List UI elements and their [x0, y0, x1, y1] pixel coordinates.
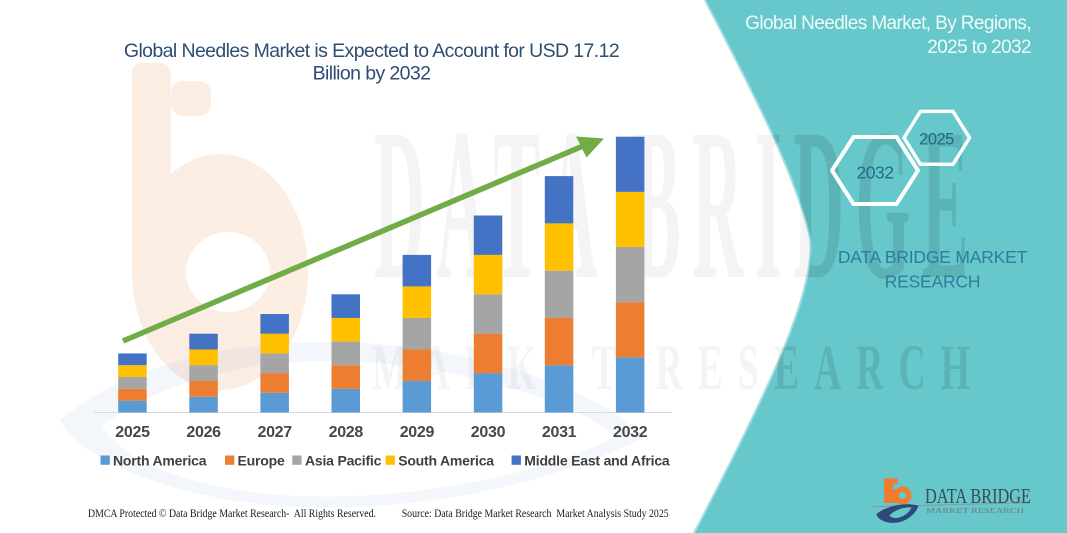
svg-text:MARKET RESEARCH: MARKET RESEARCH [926, 506, 1025, 515]
svg-text:2032: 2032 [613, 424, 648, 441]
svg-text:Source: Data Bridge Market Res: Source: Data Bridge Market Research Mark… [402, 508, 669, 520]
svg-text:Asia Pacific: Asia Pacific [305, 453, 382, 469]
svg-text:Global Needles Market is Expec: Global Needles Market is Expected to Acc… [124, 40, 619, 62]
svg-text:RESEARCH: RESEARCH [885, 272, 981, 292]
svg-text:DATA BRIDGE MARKET: DATA BRIDGE MARKET [838, 247, 1028, 267]
svg-text:South America: South America [398, 453, 494, 469]
svg-text:Europe: Europe [238, 453, 285, 469]
svg-text:Global Needles Market, By Regi: Global Needles Market, By Regions, [745, 13, 1031, 34]
svg-text:2026: 2026 [186, 424, 221, 441]
svg-text:Billion by 2032: Billion by 2032 [313, 63, 431, 85]
svg-text:North America: North America [113, 453, 207, 469]
svg-text:DATA BRIDGE: DATA BRIDGE [925, 484, 1031, 508]
svg-text:2031: 2031 [542, 424, 577, 441]
svg-text:2028: 2028 [329, 424, 364, 441]
svg-text:DMCA Protected © Data Bridge M: DMCA Protected © Data Bridge Market Rese… [88, 508, 376, 520]
svg-text:2025: 2025 [919, 131, 954, 149]
svg-text:2030: 2030 [471, 424, 506, 441]
svg-text:2027: 2027 [257, 424, 292, 441]
svg-text:Middle East and Africa: Middle East and Africa [524, 453, 670, 469]
svg-text:2025 to 2032: 2025 to 2032 [927, 37, 1031, 58]
svg-text:2025: 2025 [115, 424, 150, 441]
svg-text:2029: 2029 [400, 424, 435, 441]
svg-text:2032: 2032 [857, 163, 894, 183]
